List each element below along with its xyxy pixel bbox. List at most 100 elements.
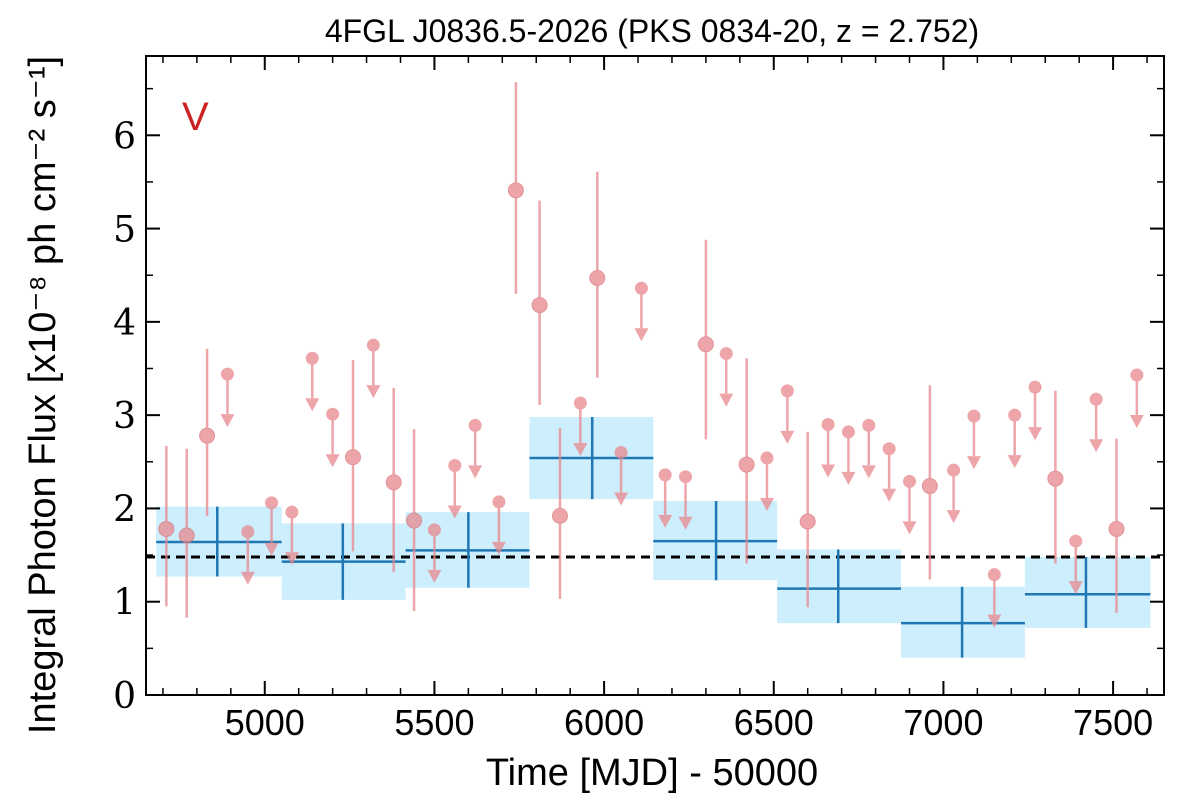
upper-limit	[1028, 380, 1043, 441]
upper-limit-arrow	[264, 542, 279, 556]
upper-limit-marker	[967, 409, 981, 423]
upper-limit-marker	[1028, 380, 1042, 394]
upper-limit	[780, 384, 795, 444]
upper-limit	[427, 523, 442, 583]
upper-limit-marker	[220, 367, 234, 381]
x-tick-label: 5000	[225, 702, 305, 743]
bin-error-box	[1024, 556, 1151, 628]
upper-limit	[366, 338, 381, 399]
upper-limit-marker	[305, 351, 319, 365]
upper-limit	[902, 474, 917, 535]
x-tick-label: 6500	[734, 702, 814, 743]
upper-limit-arrow	[882, 488, 897, 502]
upper-limit-arrow	[447, 505, 462, 519]
y-tick-label: 6	[113, 116, 136, 157]
detection-point	[178, 448, 195, 618]
upper-limit	[634, 281, 649, 342]
upper-limit	[491, 495, 506, 555]
upper-limit-arrow	[861, 465, 876, 479]
upper-limit	[1068, 534, 1083, 595]
upper-limit-marker	[841, 425, 855, 439]
x-tick-label: 7500	[1073, 702, 1153, 743]
upper-limit	[882, 442, 897, 502]
upper-limit-marker	[821, 417, 835, 431]
detection-marker	[406, 512, 423, 529]
upper-limit-arrow	[946, 510, 961, 524]
upper-limit	[987, 568, 1002, 628]
upper-limit-marker	[614, 445, 628, 459]
upper-limit	[841, 425, 856, 485]
upper-limit	[614, 445, 629, 506]
chart-title: 4FGL J0836.5-2026 (PKS 0834-20, z = 2.75…	[325, 13, 979, 49]
detection-point	[531, 200, 548, 405]
detection-point	[921, 385, 938, 580]
detection-marker	[921, 478, 938, 495]
upper-limit	[240, 525, 255, 585]
y-tick-label: 1	[113, 583, 136, 624]
upper-limit-marker	[658, 468, 672, 482]
y-tick-label: 0	[113, 676, 136, 717]
upper-limit	[305, 351, 320, 412]
upper-limit	[658, 468, 673, 528]
upper-limit-marker	[427, 523, 441, 537]
upper-limit-arrow	[780, 430, 795, 444]
detection-point	[199, 348, 216, 516]
detection-point	[738, 358, 755, 564]
upper-limit-marker	[265, 496, 279, 510]
detection-point	[799, 431, 816, 608]
detection-marker	[551, 507, 568, 524]
upper-limit-arrow	[614, 492, 629, 506]
upper-limit-marker	[1069, 534, 1083, 548]
upper-limit-marker	[468, 418, 482, 432]
detection-marker	[589, 270, 606, 287]
upper-limit	[946, 463, 961, 524]
upper-limit-marker	[1130, 368, 1144, 382]
upper-limit-marker	[903, 474, 916, 488]
detection-point	[344, 360, 361, 552]
upper-limit-arrow	[1068, 581, 1083, 595]
upper-limit-marker	[326, 407, 340, 421]
upper-limit	[759, 451, 774, 512]
upper-limit-arrow	[366, 385, 381, 399]
upper-limit-arrow	[987, 614, 1002, 628]
detection-point	[589, 171, 606, 378]
upper-limit-marker	[241, 525, 255, 539]
detection-point	[385, 388, 402, 572]
detection-marker	[385, 474, 402, 491]
x-axis-label: Time [MJD] - 50000	[486, 752, 818, 794]
upper-limit-arrow	[240, 571, 255, 585]
upper-limit-marker	[760, 451, 774, 465]
upper-limit	[264, 496, 279, 556]
upper-limit	[447, 459, 462, 519]
upper-limit-arrow	[966, 456, 981, 470]
upper-limit	[719, 347, 734, 407]
upper-limit-arrow	[1007, 455, 1022, 469]
detection-marker	[799, 513, 816, 530]
plot-area: 5000 5500 6000 6500 7000 7500 0 1 2 3 4 5 6	[113, 55, 1165, 743]
plot-frame	[145, 55, 1165, 696]
detection-point	[697, 239, 714, 440]
upper-limit-arrow	[841, 471, 856, 485]
detection-point	[507, 82, 524, 294]
detection-point	[406, 429, 423, 612]
detection-marker	[158, 520, 175, 537]
x-tick-label: 5500	[394, 702, 474, 743]
detection-marker	[507, 182, 524, 199]
y-tick-label: 2	[113, 489, 136, 530]
upper-limit-marker	[862, 418, 876, 432]
upper-limit-marker	[987, 568, 1001, 582]
upper-limit-arrow	[468, 465, 483, 479]
panel-label: V	[182, 95, 209, 139]
y-tick-label: 4	[113, 303, 136, 344]
upper-limit-marker	[1008, 408, 1022, 422]
upper-limit-arrow	[678, 516, 693, 530]
upper-limit	[284, 505, 299, 566]
upper-limit-marker	[448, 459, 462, 473]
upper-limit-arrow	[427, 569, 442, 583]
upper-limit-arrow	[1089, 439, 1104, 453]
upper-limit	[821, 417, 836, 478]
upper-limit	[1129, 368, 1144, 429]
upper-limit-marker	[882, 442, 896, 456]
detection-point	[1047, 390, 1064, 564]
